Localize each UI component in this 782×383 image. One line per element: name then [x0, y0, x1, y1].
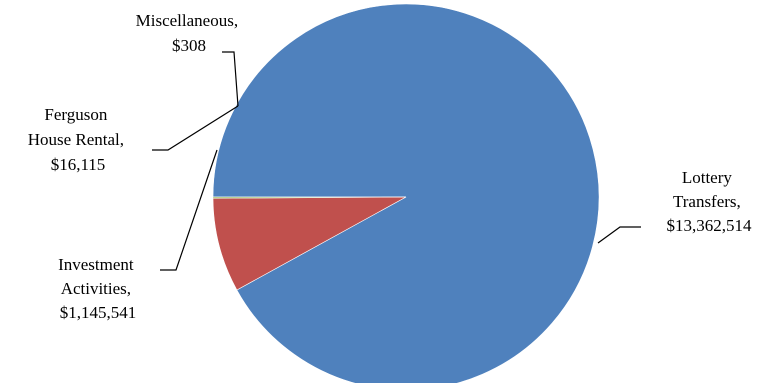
leader-line-investment	[160, 149, 218, 271]
leader-line-ferguson	[152, 105, 239, 151]
slice-label-lottery: Lottery Transfers, $13,362,514	[667, 168, 753, 235]
pie-slices	[212, 3, 600, 383]
slice-label-investment: Investment Activities, $1,145,541	[58, 255, 138, 322]
leader-line-misc	[222, 51, 239, 107]
leader-line-lottery	[597, 226, 641, 244]
pie-slice-investment	[212, 196, 407, 291]
slice-label-misc: Miscellaneous, $308	[136, 11, 243, 55]
pie-slice-lottery	[212, 3, 600, 383]
slice-label-ferguson: Ferguson House Rental, $16,115	[28, 105, 129, 174]
